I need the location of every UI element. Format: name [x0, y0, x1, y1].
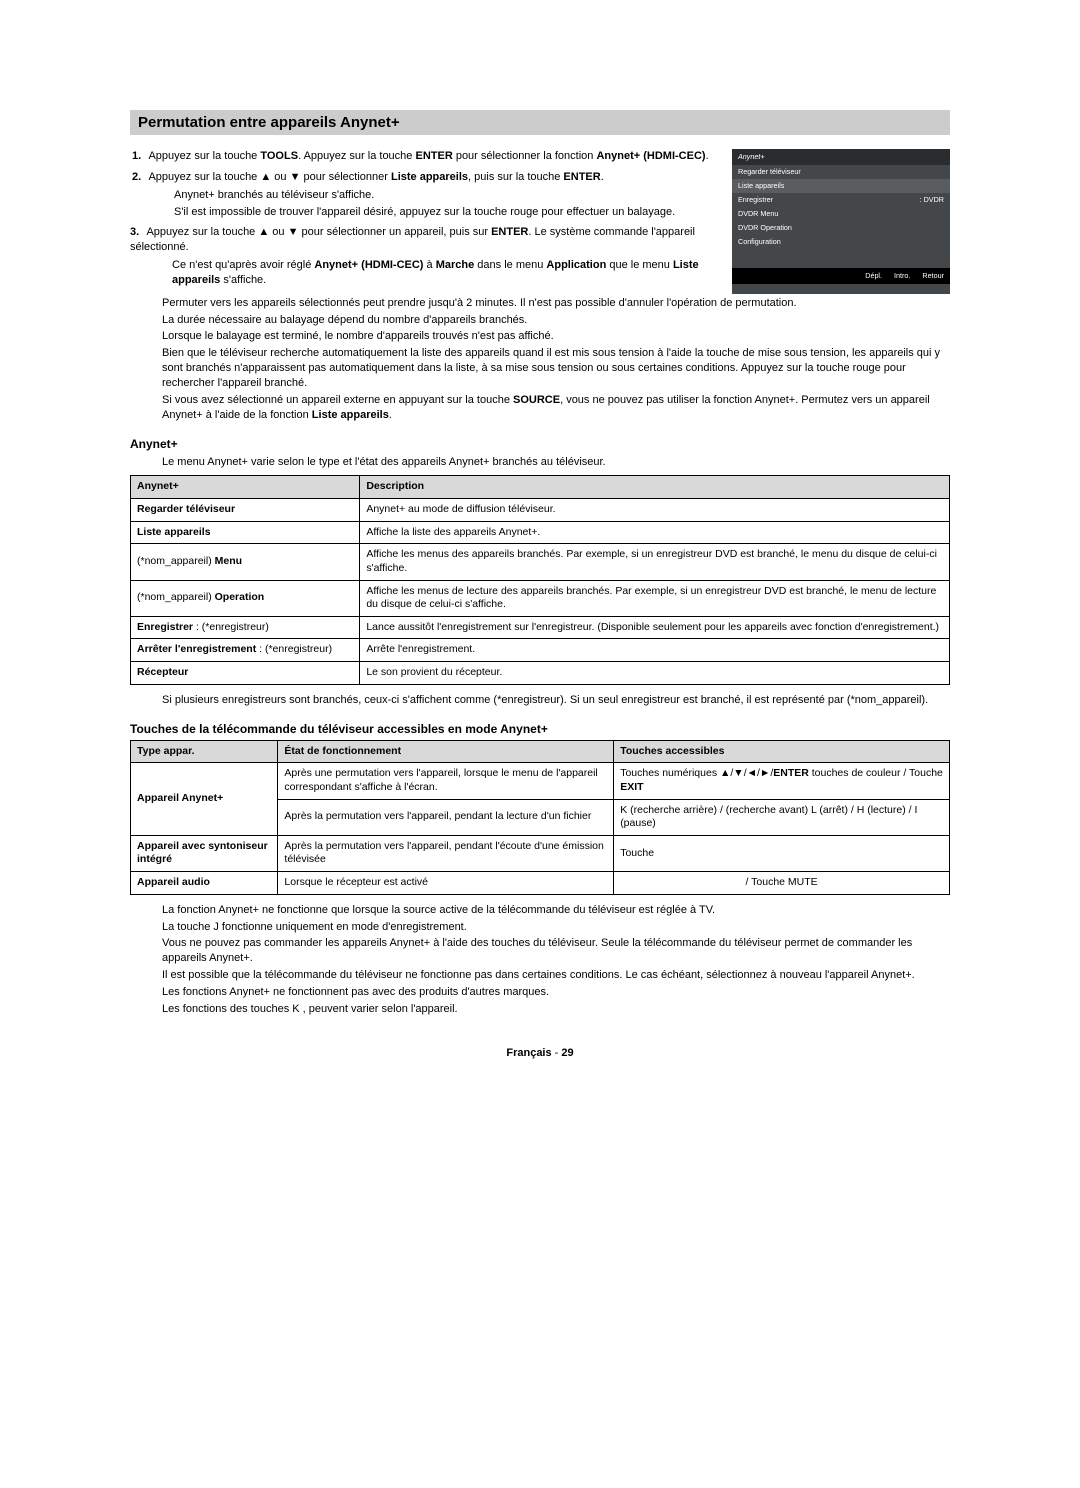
osd-footer: Dépl. Intro. Retour — [732, 268, 950, 284]
osd-row: Liste appareils — [732, 179, 950, 193]
table-row: Liste appareilsAffiche la liste des appa… — [131, 521, 950, 544]
page-title: Permutation entre appareils Anynet+ — [130, 110, 950, 135]
t2-th3: Touches accessibles — [614, 740, 950, 763]
notes-block: Permuter vers les appareils sélectionnés… — [130, 296, 950, 423]
t1-th1: Anynet+ — [131, 476, 360, 499]
t2-th1: Type appar. — [131, 740, 278, 763]
note-line: La fonction Anynet+ ne fonctionne que lo… — [162, 903, 950, 918]
osd-row: Enregistrer: DVDR — [732, 193, 950, 207]
section2-intro: Le menu Anynet+ varie selon le type et l… — [130, 455, 950, 470]
table-row: Appareil avec syntoniseur intégré Après … — [131, 835, 950, 871]
t1-th2: Description — [360, 476, 950, 499]
table-row: RécepteurLe son provient du récepteur. — [131, 662, 950, 685]
osd-header: Anynet+ — [732, 149, 950, 165]
osd-row: Configuration — [732, 235, 950, 249]
table-row: (*nom_appareil) OperationAffiche les men… — [131, 580, 950, 616]
section3-heading: Touches de la télécommande du téléviseur… — [130, 722, 950, 736]
step-2: 2. Appuyez sur la touche ▲ ou ▼ pour sél… — [150, 170, 722, 220]
osd-row: DVDR Menu — [732, 207, 950, 221]
table-row: (*nom_appareil) MenuAffiche les menus de… — [131, 544, 950, 580]
note-line: La touche J fonctionne uniquement en mod… — [162, 920, 950, 935]
note-line: Vous ne pouvez pas commander les apparei… — [162, 936, 950, 966]
osd-preview: Anynet+ Regarder téléviseurListe apparei… — [732, 149, 950, 294]
t2-th2: État de fonctionnement — [278, 740, 614, 763]
note-line: Les fonctions Anynet+ ne fonctionnent pa… — [162, 985, 950, 1000]
section2-after: Si plusieurs enregistreurs sont branchés… — [130, 693, 950, 708]
page-footer: Français - 29 — [130, 1047, 950, 1059]
anynet-menu-table: Anynet+ Description Regarder téléviseurA… — [130, 475, 950, 684]
note-line: Il est possible que la télécommande du t… — [162, 968, 950, 983]
section3-notes: La fonction Anynet+ ne fonctionne que lo… — [130, 903, 950, 1017]
osd-row: DVDR Operation — [732, 221, 950, 235]
table-row: Arrêter l'enregistrement : (*enregistreu… — [131, 639, 950, 662]
note-line: Les fonctions des touches K , peuvent va… — [162, 1002, 950, 1017]
osd-row: Regarder téléviseur — [732, 165, 950, 179]
table-row: Appareil audio Lorsque le récepteur est … — [131, 872, 950, 895]
steps-list: 1. Appuyez sur la touche TOOLS. Appuyez … — [130, 149, 722, 288]
remote-keys-table: Type appar. État de fonctionnement Touch… — [130, 740, 950, 895]
section2-heading: Anynet+ — [130, 437, 950, 451]
table-row: Appareil Anynet+ Après une permutation v… — [131, 763, 950, 799]
step-3: 3. Appuyez sur la touche ▲ ou ▼ pour sél… — [130, 225, 722, 287]
table-row: Enregistrer : (*enregistreur)Lance aussi… — [131, 616, 950, 639]
table-row: Regarder téléviseurAnynet+ au mode de di… — [131, 498, 950, 521]
step-1: 1. Appuyez sur la touche TOOLS. Appuyez … — [150, 149, 722, 164]
